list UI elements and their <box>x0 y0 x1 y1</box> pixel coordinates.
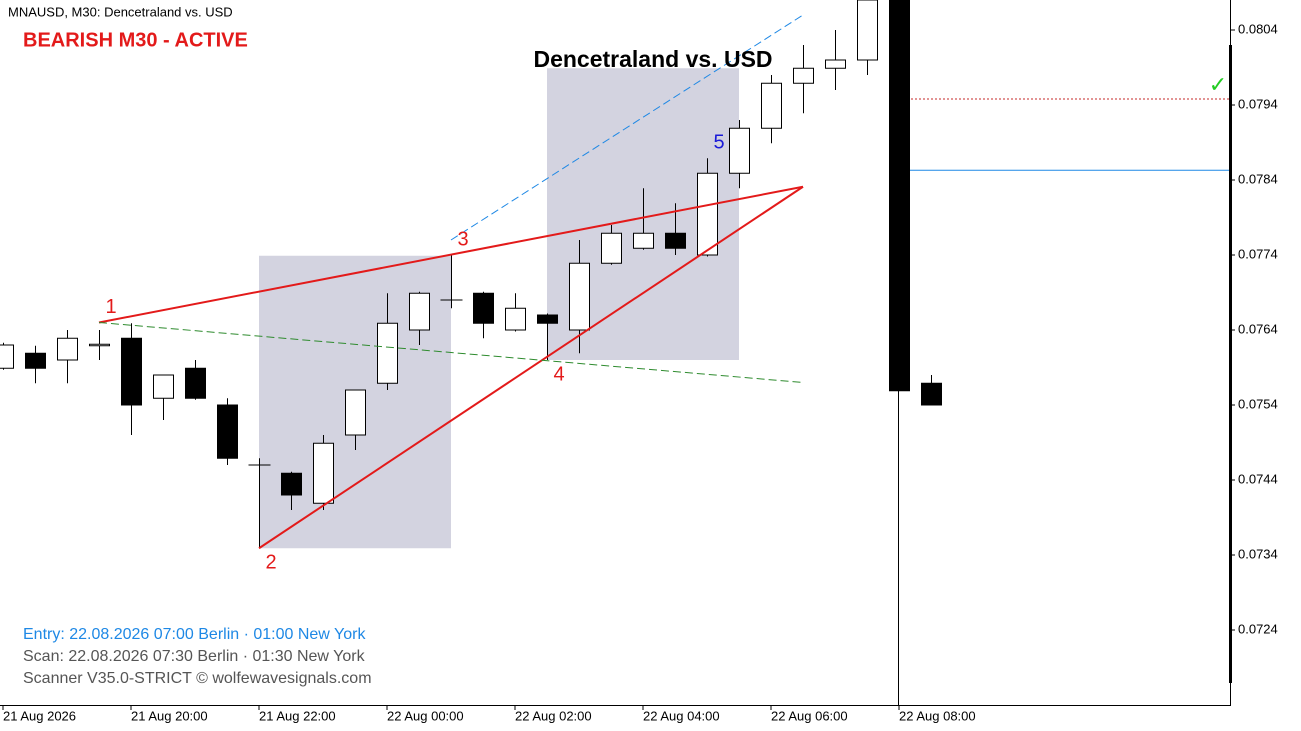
x-tick-label: 21 Aug 22:00 <box>259 708 336 723</box>
candle-body <box>281 472 302 496</box>
pattern-line <box>98 322 804 383</box>
entry-info: Entry: 22.08.2026 07:00 Berlin · 01:00 N… <box>23 626 366 643</box>
candle-body <box>25 352 46 369</box>
candle-body <box>505 307 526 331</box>
wave-label: 2 <box>265 552 276 574</box>
x-tick-label: 22 Aug 06:00 <box>771 708 848 723</box>
scanner-info: Scanner V35.0-STRICT © wolfewavesignals.… <box>23 670 372 687</box>
candle-body <box>537 314 558 324</box>
candle-body <box>89 343 110 347</box>
candle-body <box>185 367 206 399</box>
candle-body <box>697 172 718 256</box>
x-tick-label: 22 Aug 00:00 <box>387 708 464 723</box>
candle-body <box>217 404 238 459</box>
y-tick-label: 0.0744 <box>1238 471 1278 486</box>
x-tick-label: 22 Aug 08:00 <box>899 708 976 723</box>
pattern-line <box>450 14 804 241</box>
x-tick-label: 22 Aug 02:00 <box>515 708 592 723</box>
chart-title: Dencetraland vs. USD <box>533 46 772 72</box>
candle-body <box>377 322 398 384</box>
check-mark: ✓ <box>1209 72 1227 97</box>
scale-bar <box>1229 45 1232 683</box>
candle-body <box>921 382 942 406</box>
y-tick-label: 0.0764 <box>1238 321 1278 336</box>
y-tick-label: 0.0794 <box>1238 96 1278 111</box>
candle-body <box>313 442 334 504</box>
candle-body <box>793 67 814 84</box>
candle-body <box>345 389 366 436</box>
y-tick-label: 0.0734 <box>1238 546 1278 561</box>
x-tick-label: 22 Aug 04:00 <box>643 708 720 723</box>
candle-body <box>153 374 174 399</box>
pattern-line <box>258 185 804 550</box>
symbol-header: MNAUSD, M30: Dencetraland vs. USD <box>8 4 233 19</box>
y-tick-label: 0.0724 <box>1238 621 1278 636</box>
scan-info: Scan: 22.08.2026 07:30 Berlin · 01:30 Ne… <box>23 648 366 665</box>
y-tick-label: 0.0804 <box>1238 21 1278 36</box>
candle-body <box>121 337 142 406</box>
candle-body <box>0 344 14 369</box>
candle-body <box>569 262 590 331</box>
candle-body <box>761 82 782 129</box>
candle-body <box>825 59 846 69</box>
candle-body <box>729 127 750 174</box>
candle-body <box>601 232 622 264</box>
x-tick-label: 21 Aug 2026 <box>3 708 76 723</box>
candle-body <box>57 337 78 361</box>
status-label: BEARISH M30 - ACTIVE <box>23 29 248 51</box>
candle-body <box>633 232 654 249</box>
plot-area <box>0 0 1230 550</box>
y-tick-label: 0.0774 <box>1238 246 1278 261</box>
wave-label: 4 <box>553 363 564 385</box>
wave-label: 5 <box>713 132 724 154</box>
y-tick-label: 0.0754 <box>1238 396 1278 411</box>
x-tick-label: 21 Aug 20:00 <box>131 708 208 723</box>
wave-label: 3 <box>457 228 468 250</box>
candle-body <box>473 292 494 324</box>
wave-label: 1 <box>105 296 116 318</box>
candle-body <box>409 292 430 331</box>
y-tick-label: 0.0784 <box>1238 171 1278 186</box>
candle-body <box>889 0 910 392</box>
candle-body <box>665 232 686 249</box>
candle-body <box>857 0 878 61</box>
pattern-line <box>98 185 804 324</box>
